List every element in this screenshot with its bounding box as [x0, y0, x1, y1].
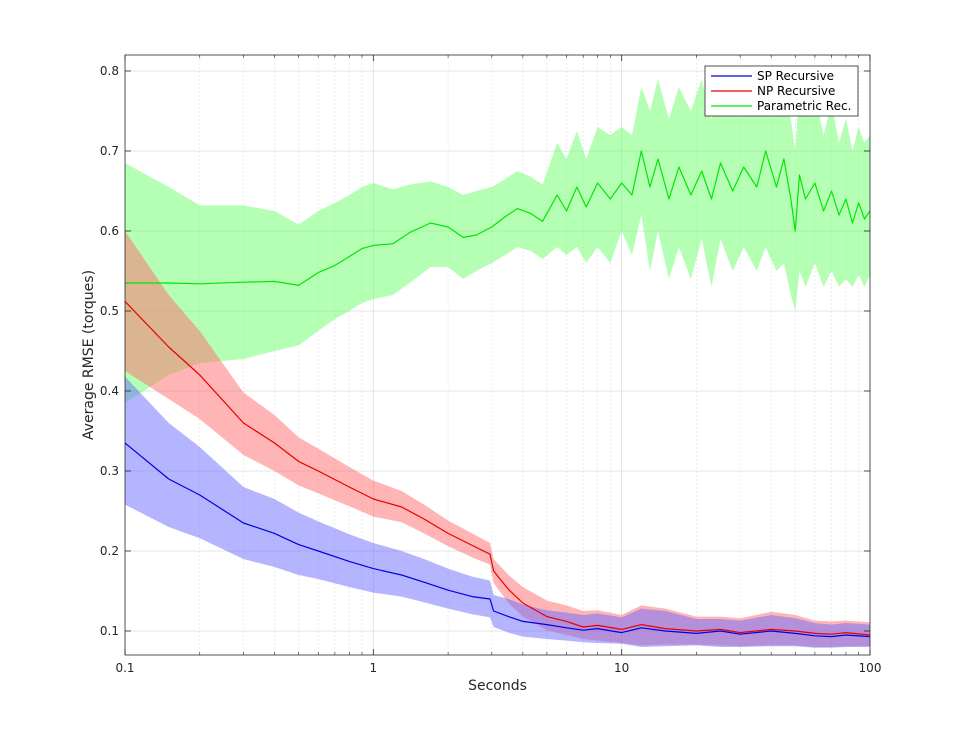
series-lines	[124, 150, 871, 638]
y-tick-label: 0.2	[100, 544, 119, 558]
y-tick-label: 0.6	[100, 224, 119, 238]
band-np-recursive	[125, 231, 870, 647]
y-tick-label: 0.8	[100, 64, 119, 78]
axis-ticks: 0.1 1 10 100 0.1 0.2 0.3 0.4 0.5 0.6 0.7 0.8	[100, 55, 882, 675]
x-tick-label: 1	[370, 661, 378, 675]
legend-label-sp-recursive: SP Recursive	[757, 69, 834, 83]
plot-frame	[124, 54, 871, 656]
line-sp-recursive	[124, 442, 871, 638]
x-tick-label: 10	[614, 661, 629, 675]
y-tick-label: 0.5	[100, 304, 119, 318]
line-parametric-rec	[125, 150, 871, 286]
band-sp-recursive	[125, 376, 870, 648]
x-axis-label: Seconds	[468, 678, 527, 694]
confidence-bands	[125, 71, 870, 648]
legend: SP Recursive NP Recursive Parametric Rec…	[704, 65, 859, 117]
x-tick-label: 0.1	[115, 661, 134, 675]
x-tick-label: 100	[859, 661, 882, 675]
line-np-recursive	[124, 300, 871, 636]
legend-label-parametric-rec: Parametric Rec.	[757, 99, 851, 113]
y-tick-label: 0.7	[100, 144, 119, 158]
y-tick-label: 0.3	[100, 464, 119, 478]
y-tick-label: 0.1	[100, 624, 119, 638]
y-tick-label: 0.4	[100, 384, 119, 398]
y-axis-label: Average RMSE (torques)	[81, 270, 97, 440]
legend-label-np-recursive: NP Recursive	[757, 84, 835, 98]
band-parametric-rec	[125, 71, 870, 403]
